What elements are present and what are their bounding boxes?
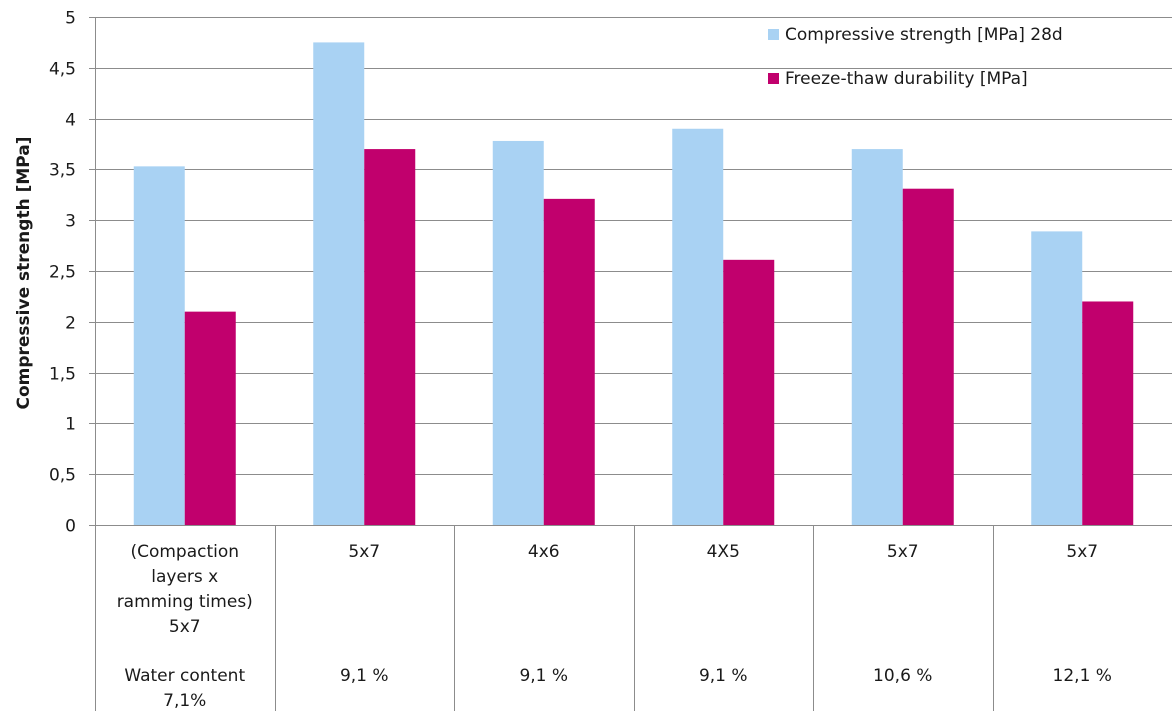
y-tick-labels: 0 0,5 1 1,5 2 2,5 3 3,5 4 4,5 5 — [49, 9, 76, 537]
water-content-label: 12,1 % — [1053, 666, 1112, 686]
bar-compressive-strength — [492, 140, 544, 525]
bar-compressive-strength — [313, 42, 365, 526]
bar-freeze-thaw — [543, 198, 595, 525]
category-label: (Compaction — [130, 542, 239, 562]
y-axis-title: Compressive strength [MPa] — [14, 136, 34, 409]
bar-freeze-thaw — [364, 149, 416, 525]
bar-compressive-strength — [133, 166, 185, 526]
y-tick-label: 4,5 — [49, 60, 76, 80]
bar-compressive-strength — [672, 128, 724, 525]
axes — [89, 17, 1172, 711]
y-tick-label: 0 — [65, 517, 76, 537]
y-tick-label: 0,5 — [49, 466, 76, 486]
y-tick-label: 1,5 — [49, 365, 76, 385]
category-label: layers x — [151, 567, 218, 587]
gridlines — [95, 17, 1172, 475]
legend-swatch — [768, 73, 779, 84]
legend-label: Compressive strength [MPa] 28d — [785, 25, 1063, 45]
category-label: 5x7 — [887, 542, 919, 562]
y-tick-label: 1 — [65, 415, 76, 435]
category-label: ramming times) — [117, 592, 253, 612]
category-label: 4x6 — [528, 542, 560, 562]
bar-freeze-thaw — [184, 311, 236, 525]
y-tick-label: 3,5 — [49, 161, 76, 181]
category-label: 5x7 — [348, 542, 380, 562]
bar-freeze-thaw — [723, 259, 775, 525]
bar-compressive-strength — [1031, 231, 1083, 525]
water-content-label: 10,6 % — [873, 666, 932, 686]
y-tick-label: 3 — [65, 212, 76, 232]
bar-freeze-thaw — [1082, 301, 1134, 525]
y-tick-label: 5 — [65, 9, 76, 29]
bar-compressive-strength — [851, 149, 903, 525]
y-tick-label: 4 — [65, 111, 76, 131]
category-label: 5x7 — [169, 617, 201, 637]
category-label: 4X5 — [707, 542, 740, 562]
water-content-label: 9,1 % — [340, 666, 389, 686]
bar-freeze-thaw — [902, 188, 954, 526]
water-content-label: 7,1% — [163, 691, 206, 711]
category-label: 5x7 — [1066, 542, 1098, 562]
water-content-label: 9,1 % — [699, 666, 748, 686]
category-labels: (Compaction layers x ramming times) 5x7 Wate… — [117, 542, 1112, 711]
y-tick-label: 2 — [65, 314, 76, 334]
bars — [133, 42, 1134, 526]
water-content-label: Water content — [124, 666, 245, 686]
legend-swatch — [768, 29, 779, 40]
legend-label: Freeze-thaw durability [MPa] — [785, 69, 1028, 89]
legend: Compressive strength [MPa] 28d Freeze-tha… — [768, 25, 1063, 89]
y-tick-label: 2,5 — [49, 263, 76, 283]
water-content-label: 9,1 % — [519, 666, 568, 686]
